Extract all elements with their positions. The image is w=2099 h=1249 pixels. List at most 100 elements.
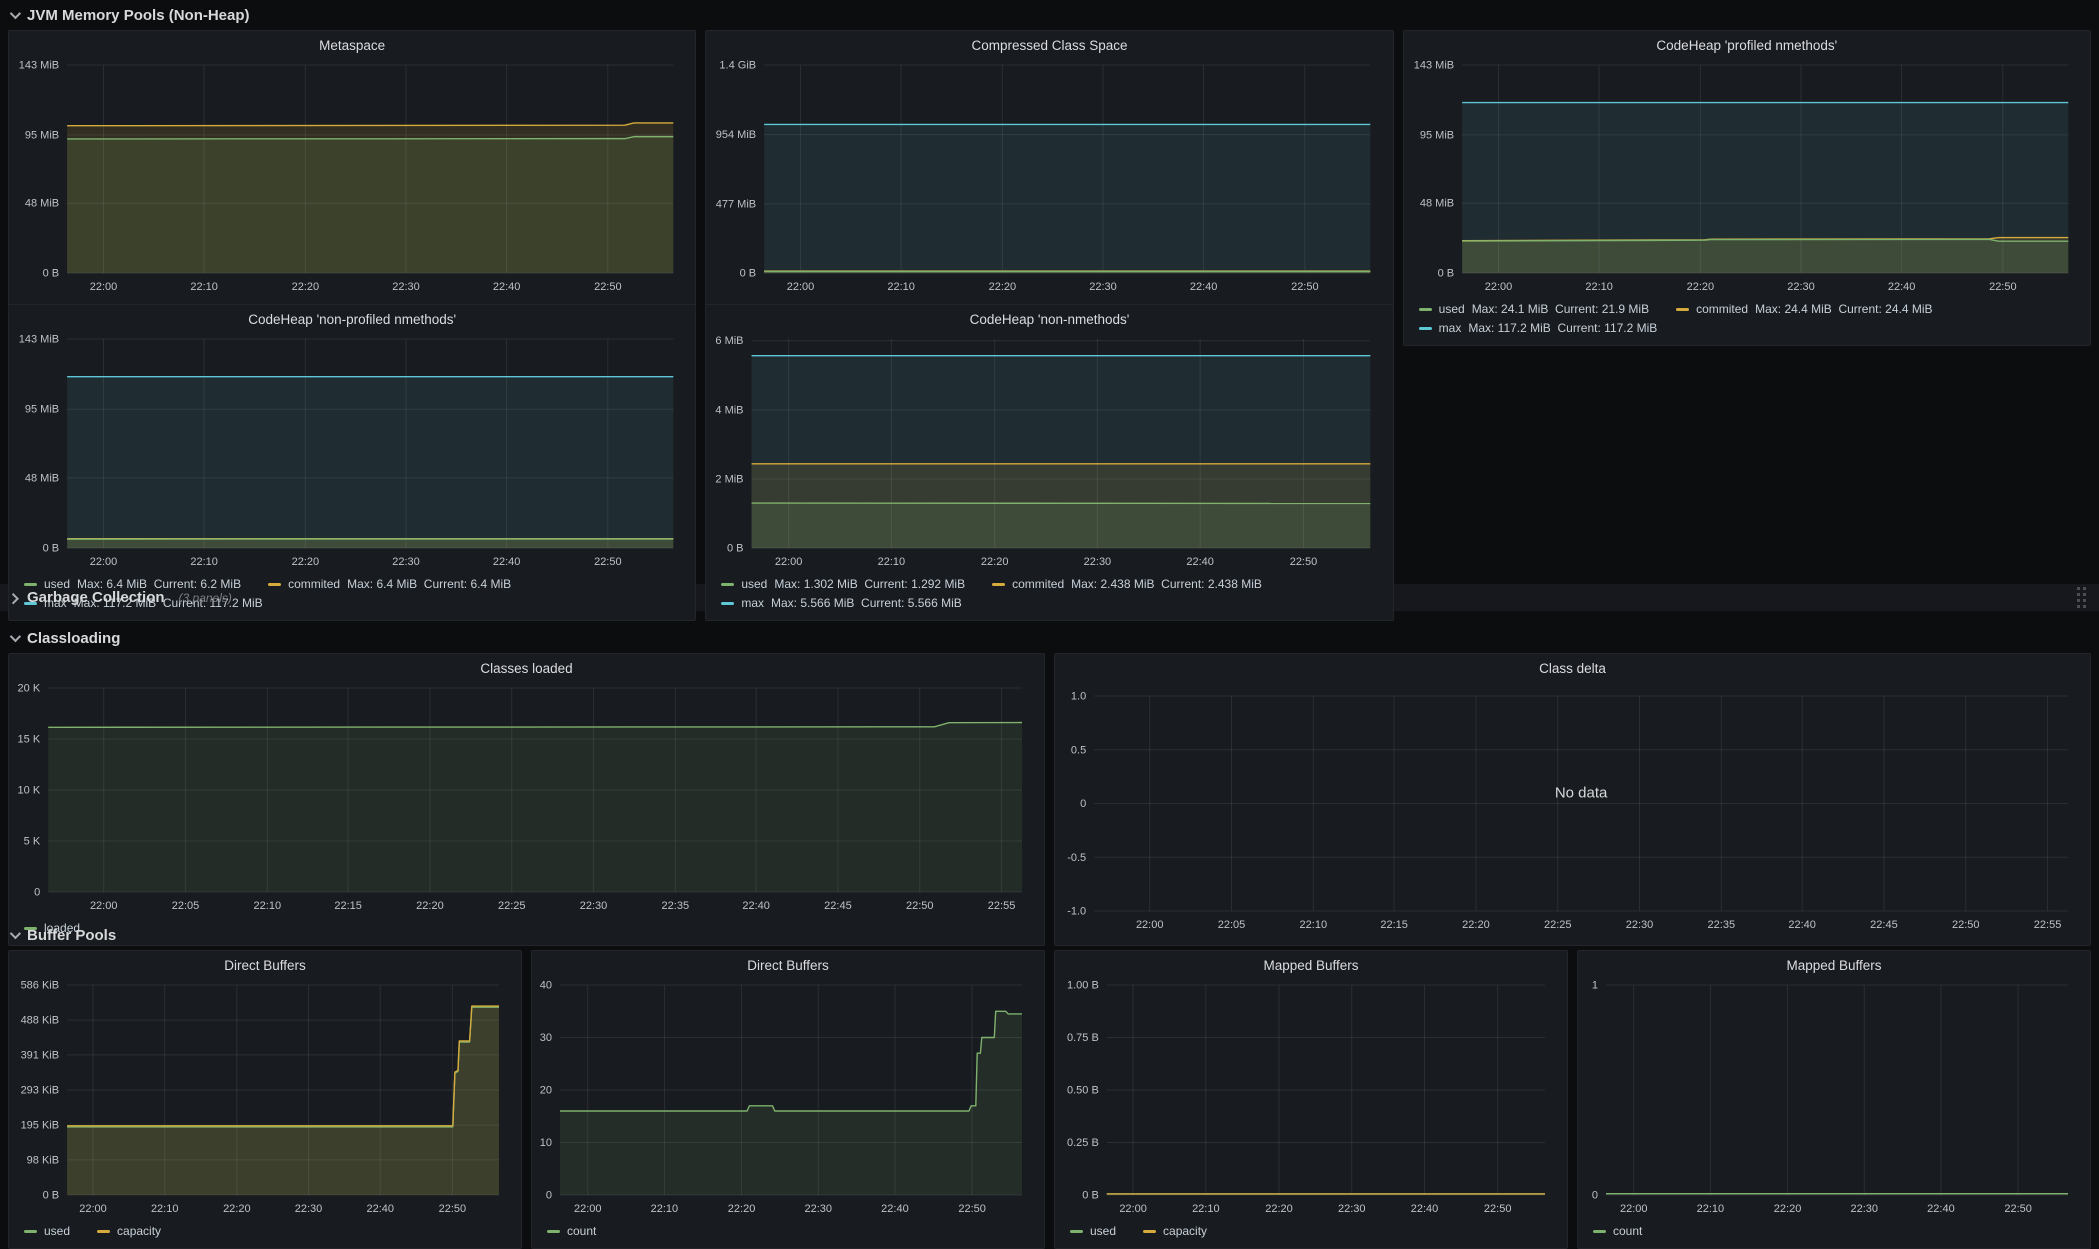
- x-axis-label: 22:00: [1484, 281, 1512, 293]
- x-axis-label: 22:00: [1620, 1203, 1648, 1215]
- x-axis-label: 22:20: [1774, 1203, 1802, 1215]
- y-axis-label: 98 KiB: [27, 1154, 59, 1166]
- y-axis-label: 0: [546, 1190, 552, 1202]
- x-axis-label: 22:00: [90, 556, 118, 568]
- y-axis-label: 195 KiB: [21, 1120, 60, 1132]
- legend-series-name[interactable]: commited: [1012, 575, 1064, 594]
- series-color-dash: [24, 583, 37, 586]
- legend-series-name[interactable]: used: [1439, 300, 1465, 319]
- row-header-classloading[interactable]: Classloading: [0, 623, 2099, 653]
- series-line-loaded: [48, 723, 1022, 728]
- x-axis-label: 22:00: [1119, 1203, 1147, 1215]
- x-axis-label: 22:20: [981, 556, 1009, 568]
- series-color-dash: [1419, 327, 1432, 330]
- legend-series-name[interactable]: max: [741, 594, 764, 613]
- y-axis-label: 0 B: [1082, 1190, 1099, 1202]
- series-color-dash: [721, 583, 734, 586]
- panel-title[interactable]: CodeHeap 'non-profiled nmethods': [9, 305, 695, 329]
- y-axis-label: 1.0: [1071, 691, 1086, 703]
- series-color-dash: [97, 1230, 110, 1233]
- legend-series-name[interactable]: max: [1439, 319, 1462, 338]
- legend-item: capacity: [97, 1222, 161, 1241]
- x-axis-label: 22:40: [881, 1203, 909, 1215]
- panel-title[interactable]: Direct Buffers: [9, 951, 521, 975]
- chevron-down-icon: [10, 8, 21, 19]
- legend-item: count: [547, 1222, 596, 1241]
- row-title: Garbage Collection: [27, 589, 165, 606]
- panel-title[interactable]: Direct Buffers: [532, 951, 1044, 975]
- legend-series-name[interactable]: capacity: [1163, 1222, 1207, 1241]
- legend-series-name[interactable]: used: [1090, 1222, 1116, 1241]
- panel-title[interactable]: Mapped Buffers: [1055, 951, 1567, 975]
- y-axis-label: 0.5: [1071, 744, 1086, 756]
- x-axis-label: 22:10: [1192, 1203, 1220, 1215]
- x-axis-label: 22:25: [498, 900, 526, 912]
- legend-series-name[interactable]: commited: [288, 575, 340, 594]
- y-axis-label: 30: [540, 1032, 552, 1044]
- panel-title[interactable]: Classes loaded: [9, 654, 1044, 678]
- series-color-dash: [1070, 1230, 1083, 1233]
- legend: used capacity: [9, 1221, 521, 1248]
- series-line-used: [67, 1007, 499, 1127]
- legend-series-name[interactable]: count: [1613, 1222, 1642, 1241]
- x-axis-label: 22:10: [651, 1203, 679, 1215]
- legend: count: [1578, 1221, 2090, 1248]
- x-axis-label: 22:00: [574, 1203, 602, 1215]
- x-axis-label: 22:20: [989, 281, 1017, 293]
- row-title: Classloading: [27, 630, 120, 647]
- y-axis-label: 0: [1592, 1190, 1598, 1202]
- row-header-jvm-memory-pools-non-heap[interactable]: JVM Memory Pools (Non-Heap): [0, 0, 2099, 30]
- panel-title[interactable]: CodeHeap 'non-nmethods': [706, 305, 1392, 329]
- series-color-dash: [721, 602, 734, 605]
- y-axis-label: 293 KiB: [21, 1085, 60, 1097]
- x-axis-label: 22:30: [1084, 556, 1112, 568]
- legend-series-name[interactable]: used: [44, 1222, 70, 1241]
- x-axis-label: 22:15: [334, 900, 362, 912]
- panel-title[interactable]: Mapped Buffers: [1578, 951, 2090, 975]
- legend-series-name[interactable]: commited: [1696, 300, 1748, 319]
- x-axis-label: 22:55: [988, 900, 1016, 912]
- x-axis-label: 22:10: [254, 900, 282, 912]
- series-color-dash: [1593, 1230, 1606, 1233]
- x-axis-label: 22:20: [223, 1203, 251, 1215]
- series-fill-used: [752, 503, 1371, 548]
- drag-handle-icon[interactable]: [2077, 587, 2086, 608]
- y-axis-label: -0.5: [1067, 852, 1086, 864]
- panel-title[interactable]: Compressed Class Space: [706, 31, 1392, 55]
- legend-item: used: [24, 1222, 70, 1241]
- panel-count-label: (3 panels): [179, 591, 232, 605]
- y-axis-label: 5 K: [24, 836, 41, 848]
- legend-series-name[interactable]: used: [741, 575, 767, 594]
- panel-title[interactable]: Class delta: [1055, 654, 2090, 678]
- legend-series-values: Max: 24.4 MiB Current: 24.4 MiB: [1755, 300, 1932, 319]
- panel-title[interactable]: Metaspace: [9, 31, 695, 55]
- x-axis-label: 22:40: [1190, 281, 1218, 293]
- row-title: JVM Memory Pools (Non-Heap): [27, 7, 250, 24]
- y-axis-label: 0: [1080, 798, 1086, 810]
- panel-title[interactable]: CodeHeap 'profiled nmethods': [1404, 31, 2090, 55]
- legend-series-name[interactable]: capacity: [117, 1222, 161, 1241]
- legend-series-name[interactable]: count: [567, 1222, 596, 1241]
- y-axis-label: 0 B: [740, 268, 757, 280]
